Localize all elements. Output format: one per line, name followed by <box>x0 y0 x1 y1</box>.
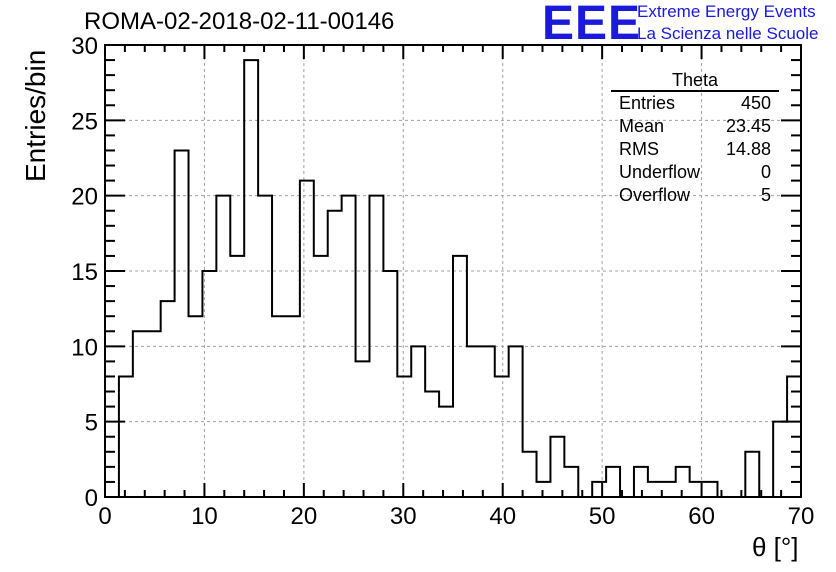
stats-label: Underflow <box>619 162 701 182</box>
x-tick-label: 30 <box>390 503 417 530</box>
y-tick-label: 5 <box>85 410 98 437</box>
plot-frame <box>104 44 802 498</box>
stats-value: 450 <box>740 93 771 113</box>
stats-title: Theta <box>611 70 779 92</box>
y-tick-label: 20 <box>71 184 98 211</box>
stats-label: RMS <box>619 139 659 159</box>
x-axis-label: θ [°] <box>752 532 799 562</box>
stats-value: 14.88 <box>725 139 771 159</box>
stats-row-underflow: Underflow 0 <box>611 161 779 184</box>
stats-value: 5 <box>760 185 771 205</box>
x-tick-label: 0 <box>98 503 111 530</box>
y-axis-label: Entries/bin <box>20 49 51 182</box>
stats-row-mean: Mean 23.45 <box>611 115 779 138</box>
eee-logo: EEE Extreme Energy Events La Scienza nel… <box>542 0 836 50</box>
stats-box: Theta Entries 450 Mean 23.45 RMS 14.88 U… <box>611 70 779 207</box>
stats-row-rms: RMS 14.88 <box>611 138 779 161</box>
x-tick-label: 10 <box>191 503 218 530</box>
stats-value: 23.45 <box>725 116 771 136</box>
histogram-series <box>105 59 802 498</box>
x-tick-label: 50 <box>589 503 616 530</box>
x-tick-label: 60 <box>688 503 715 530</box>
eee-logo-mark: EEE <box>542 0 642 50</box>
eee-logo-line2: La Scienza nelle Scuole <box>637 24 819 43</box>
stats-row-overflow: Overflow 5 <box>611 184 779 207</box>
stats-label: Overflow <box>619 185 691 205</box>
stats-value: 0 <box>760 162 771 182</box>
y-tick-label: 25 <box>71 108 98 135</box>
x-tick-label: 20 <box>291 503 318 530</box>
stats-row-entries: Entries 450 <box>611 92 779 115</box>
y-tick-label: 10 <box>71 334 98 361</box>
y-tick-label: 30 <box>71 33 98 60</box>
stats-label: Mean <box>619 116 665 136</box>
x-tick-label: 70 <box>788 503 815 530</box>
run-title: ROMA-02-2018-02-11-00146 <box>84 8 395 35</box>
eee-logo-line1: Extreme Energy Events <box>637 2 816 21</box>
x-tick-label: 40 <box>489 503 516 530</box>
y-tick-label: 15 <box>71 259 98 286</box>
y-tick-label: 0 <box>85 485 98 512</box>
stats-label: Entries <box>619 93 676 113</box>
